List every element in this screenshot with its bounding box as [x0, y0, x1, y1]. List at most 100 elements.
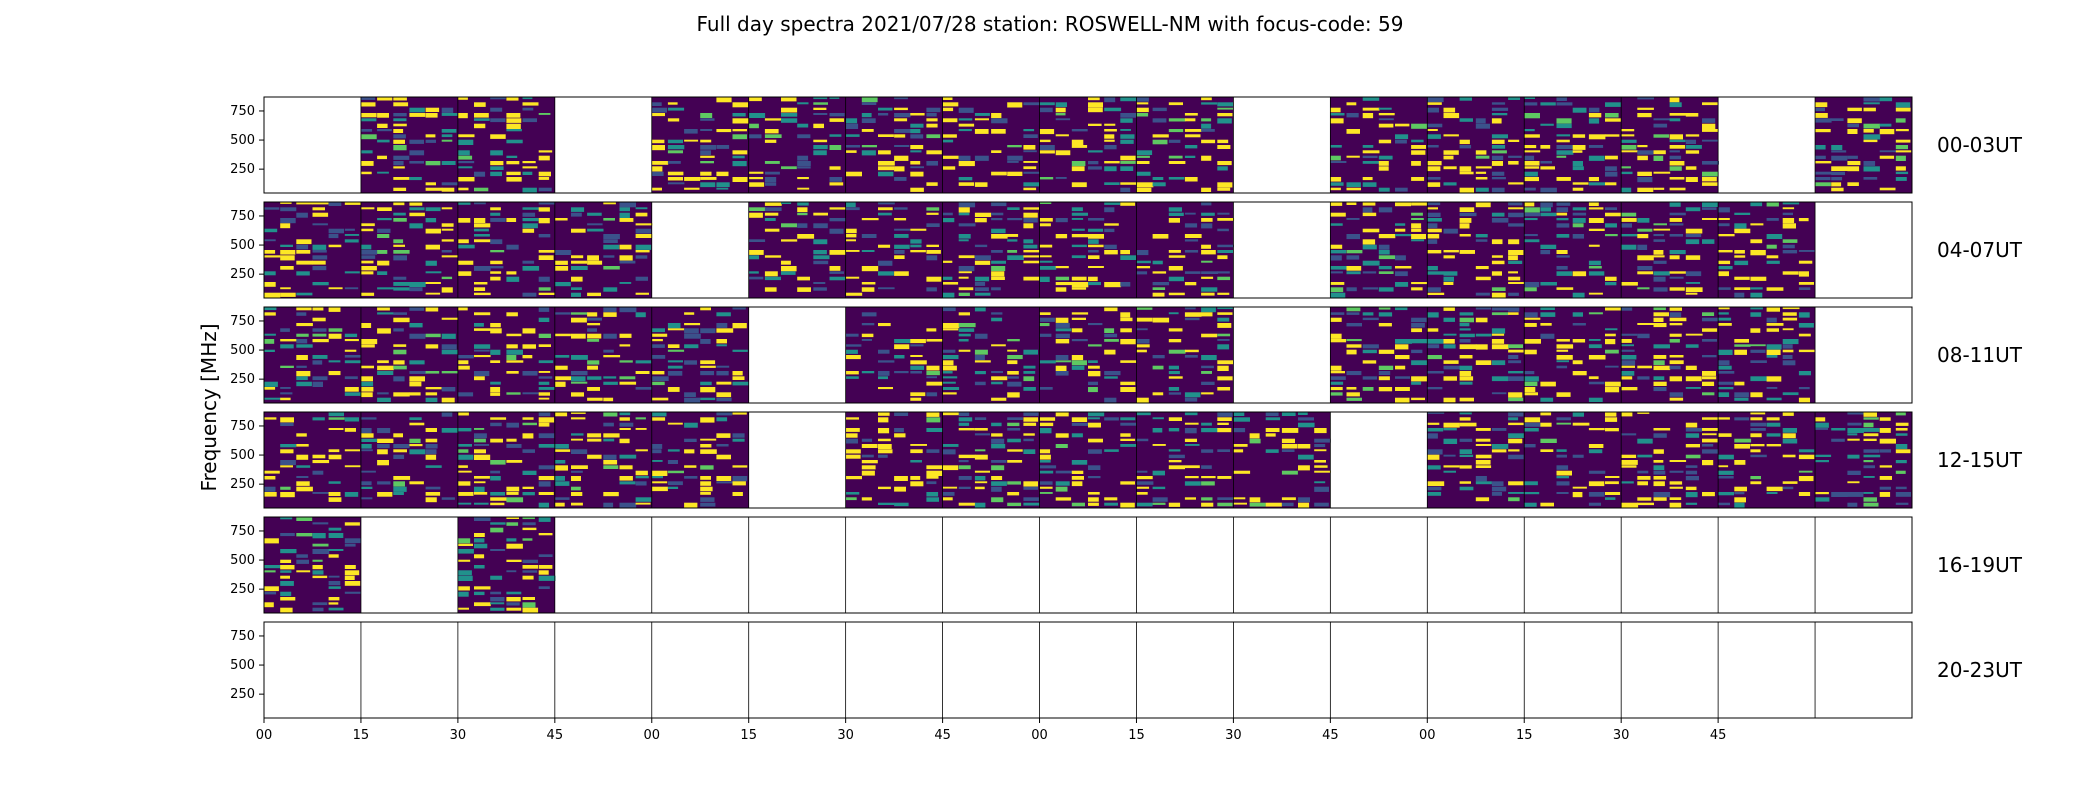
- x-tick-label: 15: [1516, 728, 1533, 743]
- y-tick-label: 500: [230, 238, 255, 253]
- x-tick-label: 45: [934, 728, 951, 743]
- spectrum-segment: [1718, 307, 1816, 403]
- spectrum-segment: [360, 412, 458, 508]
- panel-row: 250 500 750 04-07UT: [230, 201, 2023, 299]
- spectrum-segment: [748, 97, 846, 193]
- spectrum-segment: [457, 202, 556, 298]
- y-tick-label: 750: [230, 629, 255, 644]
- row-label: 20-23UT: [1937, 658, 2023, 682]
- panel-frame: [263, 201, 1913, 299]
- row-label: 08-11UT: [1937, 343, 2023, 367]
- spectrum-segment: [554, 412, 652, 508]
- panel-row: 250 500 750 20-23UT: [230, 621, 2023, 719]
- spectrum-segment: [264, 202, 362, 298]
- x-tick-label: 00: [1031, 728, 1048, 743]
- spectrum-segment: [1815, 97, 1912, 193]
- spectrum-segment: [1427, 412, 1525, 508]
- spectrum-segment: [1621, 412, 1719, 508]
- spectrum-segment: [1621, 307, 1719, 403]
- spectrum-segment: [1427, 202, 1526, 298]
- x-tick-label: 00: [643, 728, 660, 743]
- panel-frame: [263, 96, 1913, 194]
- spectrum-segment: [1427, 97, 1525, 193]
- row-label: 04-07UT: [1937, 238, 2023, 262]
- spectrum-segment: [845, 202, 943, 298]
- y-tick-label: 250: [230, 477, 255, 492]
- y-tick-label: 250: [230, 372, 255, 387]
- spectrum-segment: [1039, 307, 1137, 403]
- spectrum-segment: [1136, 412, 1234, 508]
- spectrum-segment: [264, 517, 361, 613]
- y-tick-label: 500: [230, 658, 255, 673]
- x-tick-label: 30: [837, 728, 854, 743]
- y-tick-label: 250: [230, 687, 255, 702]
- spectrum-segment: [1136, 307, 1234, 403]
- panel-row: 250 500 750 00-03UT: [230, 96, 2023, 194]
- spectrum-segment: [1039, 412, 1138, 508]
- chart-title: Full day spectra 2021/07/28 station: ROS…: [696, 12, 1404, 36]
- y-tick-label: 250: [230, 582, 255, 597]
- panel-frame: [263, 516, 1913, 614]
- spectrum-segment: [1427, 307, 1525, 403]
- spectrum-segment: [1524, 202, 1622, 298]
- panel-frame: [263, 621, 1913, 719]
- spectrum-segment: [264, 307, 362, 403]
- y-tick-label: 500: [230, 448, 255, 463]
- x-tick-label: 45: [1710, 728, 1727, 743]
- spectrum-segment: [1524, 97, 1622, 193]
- spectrum-segment: [1718, 412, 1816, 508]
- spectrum-segment: [1233, 412, 1331, 508]
- spectrum-segment: [457, 517, 556, 613]
- panel-frame: [263, 411, 1913, 509]
- spectrum-segment: [264, 412, 361, 508]
- spectrum-segment: [845, 97, 943, 193]
- spectrum-segment: [457, 412, 556, 508]
- x-tick-label: 15: [353, 728, 370, 743]
- x-tick-label: 45: [1322, 728, 1339, 743]
- spectrum-segment: [651, 307, 749, 403]
- row-label: 00-03UT: [1937, 133, 2023, 157]
- spectrum-segment: [360, 202, 458, 298]
- spectrum-segment: [1621, 202, 1719, 298]
- y-tick-label: 250: [230, 267, 255, 282]
- spectrum-segment: [1524, 307, 1622, 403]
- y-tick-label: 750: [230, 104, 255, 119]
- y-tick-label: 500: [230, 343, 255, 358]
- spectrum-segment: [651, 97, 749, 193]
- spectrum-segment: [554, 307, 653, 403]
- y-tick-label: 750: [230, 209, 255, 224]
- spectrum-segment: [1039, 97, 1138, 193]
- spectrum-segment: [457, 307, 555, 403]
- row-label: 16-19UT: [1937, 553, 2023, 577]
- spectrum-segment: [360, 307, 459, 403]
- spectrum-segment: [1330, 97, 1428, 193]
- spectrum-segment: [1524, 412, 1622, 508]
- spectrum-segment: [651, 412, 749, 508]
- spectrum-segment: [1330, 202, 1428, 298]
- x-axis: 00 15 30 45 00 15 30 45 00 15 30 45 00 15 30 45: [256, 718, 1727, 743]
- y-tick-label: 500: [230, 553, 255, 568]
- x-tick-label: 30: [1225, 728, 1242, 743]
- spectrum-segment: [1136, 202, 1235, 298]
- spectrum-segment: [942, 412, 1041, 508]
- x-tick-label: 00: [1419, 728, 1436, 743]
- spectrum-segment: [845, 307, 943, 403]
- x-tick-label: 30: [450, 728, 467, 743]
- spectrum-segment: [1815, 412, 1912, 508]
- spectrum-segment: [748, 202, 847, 298]
- spectrum-segment: [942, 202, 1040, 298]
- y-axis-label: Frequency [MHz]: [197, 323, 221, 491]
- spectrum-segment: [1718, 202, 1816, 298]
- spectrum-segment: [1621, 97, 1719, 193]
- spectrum-segment: [1039, 202, 1138, 298]
- y-tick-label: 500: [230, 133, 255, 148]
- spectrum-segment: [845, 412, 943, 508]
- x-tick-label: 15: [740, 728, 757, 743]
- x-tick-label: 00: [256, 728, 273, 743]
- spectrum-segment: [1330, 307, 1428, 403]
- spectrum-segment: [457, 97, 555, 193]
- row-label: 12-15UT: [1937, 448, 2023, 472]
- panels: 250 500 750 00-03UT 250 500 750 04-07UT 250 500 75…: [230, 96, 2023, 719]
- x-tick-label: 30: [1613, 728, 1630, 743]
